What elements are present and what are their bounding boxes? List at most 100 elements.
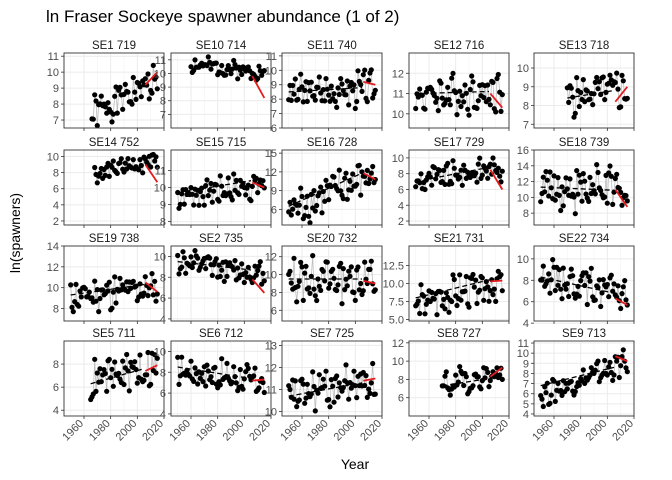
- data-point: [342, 287, 348, 293]
- data-point: [208, 66, 214, 72]
- data-point: [572, 211, 578, 217]
- data-point: [366, 386, 372, 392]
- y-tick-label: 6: [53, 184, 59, 196]
- data-point: [175, 252, 181, 259]
- data-point: [340, 266, 346, 272]
- data-point: [122, 81, 128, 87]
- long-term-trend-line: [70, 283, 145, 296]
- data-point: [588, 265, 594, 271]
- data-point: [314, 297, 320, 304]
- y-tick-label: 8: [523, 208, 529, 220]
- data-point: [326, 92, 332, 98]
- data-point: [199, 370, 205, 376]
- chart-title: ln Fraser Sockeye spawner abundance (1 o…: [46, 7, 399, 26]
- x-tick-label: 2020: [485, 418, 511, 444]
- data-point: [338, 76, 344, 82]
- y-tick-label: 10: [265, 407, 277, 419]
- data-point: [204, 362, 210, 368]
- data-point: [298, 71, 304, 77]
- data-point: [578, 89, 584, 96]
- y-tick-label: 2: [53, 216, 59, 228]
- data-point: [367, 266, 373, 272]
- data-point: [109, 119, 115, 125]
- data-point: [607, 72, 613, 78]
- data-point: [233, 177, 239, 183]
- data-point: [469, 73, 475, 79]
- data-point: [92, 278, 98, 284]
- data-point: [619, 291, 625, 297]
- y-tick-label: 9: [523, 358, 529, 370]
- data-point: [307, 290, 313, 296]
- data-point: [320, 376, 326, 382]
- data-point: [449, 181, 455, 187]
- data-point: [318, 287, 324, 293]
- data-point: [623, 193, 629, 199]
- y-tick-label: 14: [47, 241, 59, 253]
- data-point: [616, 374, 622, 381]
- data-point: [434, 95, 440, 101]
- data-point: [69, 304, 75, 310]
- facet-strip-label: SE14 752: [89, 137, 140, 149]
- data-point: [600, 74, 606, 80]
- data-point: [256, 385, 262, 391]
- recent-trend-line: [144, 71, 158, 86]
- data-point: [614, 70, 620, 76]
- data-point: [255, 75, 261, 82]
- data-point: [90, 116, 96, 122]
- data-point: [454, 302, 460, 309]
- data-point: [564, 386, 570, 392]
- data-point: [304, 98, 310, 104]
- data-point: [310, 253, 316, 259]
- data-point: [324, 86, 330, 92]
- y-tick-label: 10: [517, 348, 529, 360]
- y-tick-label: 9: [160, 200, 166, 212]
- data-point: [596, 277, 602, 283]
- data-point: [596, 379, 602, 385]
- data-point: [347, 178, 353, 184]
- panel-border: [281, 149, 383, 226]
- data-point: [479, 172, 485, 178]
- data-point: [370, 95, 376, 101]
- facet-strip-label: SE12 716: [434, 40, 485, 52]
- facet-strip-label: SE19 738: [89, 233, 140, 245]
- data-point: [188, 185, 194, 191]
- data-point: [582, 178, 588, 184]
- data-point: [110, 111, 116, 117]
- data-point: [623, 365, 629, 371]
- data-point: [213, 182, 219, 188]
- data-point: [243, 270, 249, 276]
- data-point: [475, 98, 481, 104]
- y-tick-label: 8: [523, 275, 529, 287]
- data-point: [441, 296, 447, 302]
- data-point: [136, 167, 142, 173]
- y-tick-label: 5.0: [389, 315, 404, 327]
- data-point: [106, 279, 112, 285]
- recent-trend-line: [251, 181, 265, 189]
- data-point: [347, 273, 353, 279]
- y-tick-label: 4: [398, 200, 404, 212]
- data-point: [106, 356, 112, 362]
- data-point: [327, 281, 333, 287]
- data-point: [600, 277, 606, 283]
- y-tick-label: 7: [271, 109, 277, 121]
- data-point: [303, 204, 309, 210]
- y-tick-label: 8: [160, 272, 166, 284]
- y-tick-label: 8: [53, 359, 59, 371]
- data-point: [467, 174, 473, 180]
- data-point: [547, 169, 553, 175]
- data-point: [498, 179, 504, 185]
- data-point: [209, 379, 215, 386]
- data-point: [249, 183, 255, 189]
- data-point: [449, 75, 455, 81]
- data-point: [455, 98, 461, 104]
- data-point: [248, 198, 254, 204]
- data-point: [442, 306, 448, 312]
- data-point: [575, 191, 581, 197]
- data-point: [304, 381, 310, 387]
- data-point: [368, 258, 374, 264]
- data-point: [466, 304, 472, 310]
- panel-border: [533, 52, 635, 129]
- data-point: [433, 176, 439, 182]
- data-point: [294, 299, 300, 305]
